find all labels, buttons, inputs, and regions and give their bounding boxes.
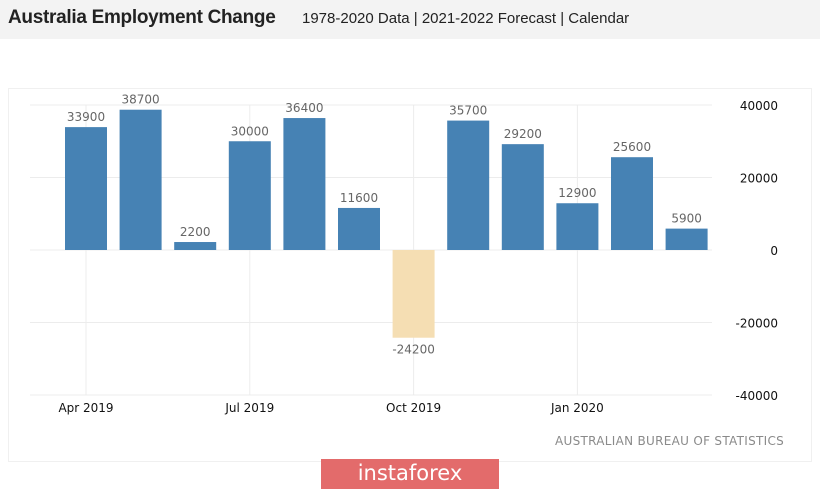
data-label: 29200 xyxy=(504,127,542,141)
data-label: 2200 xyxy=(180,225,211,239)
data-label: -24200 xyxy=(392,343,435,357)
bar xyxy=(338,207,380,250)
data-label: 35700 xyxy=(449,104,487,118)
bar xyxy=(665,228,708,250)
bar xyxy=(501,144,544,250)
header-bar: Australia Employment Change 1978-2020 Da… xyxy=(0,0,820,39)
x-tick-label: Apr 2019 xyxy=(58,401,113,415)
data-label: 11600 xyxy=(340,191,378,205)
chart-source: AUSTRALIAN BUREAU OF STATISTICS xyxy=(555,434,785,448)
bar xyxy=(65,127,107,250)
y-tick-label: -20000 xyxy=(735,317,778,331)
y-tick-label: -40000 xyxy=(735,389,778,403)
y-tick-label: 20000 xyxy=(740,172,778,186)
data-label: 25600 xyxy=(613,140,651,154)
x-tick-label: Jan 2020 xyxy=(550,401,604,415)
y-tick-label: 40000 xyxy=(740,99,778,113)
page-title: Australia Employment Change xyxy=(8,7,276,28)
bar xyxy=(447,120,490,251)
y-tick-label: 0 xyxy=(770,244,778,258)
bar xyxy=(392,250,435,338)
x-tick-label: Jul 2019 xyxy=(224,401,274,415)
instaforex-watermark: instaforex xyxy=(321,459,499,489)
data-label: 12900 xyxy=(558,186,596,200)
data-label: 33900 xyxy=(67,110,105,124)
bar xyxy=(228,141,271,250)
data-label: 5900 xyxy=(671,212,702,226)
page-subtitle-links[interactable]: 1978-2020 Data | 2021-2022 Forecast | Ca… xyxy=(302,10,630,27)
bar xyxy=(283,118,326,250)
bar xyxy=(611,157,653,250)
bar xyxy=(119,109,162,251)
data-label: 38700 xyxy=(122,93,160,107)
data-label: 36400 xyxy=(285,101,323,115)
data-label: 30000 xyxy=(231,124,269,138)
bar xyxy=(556,203,599,250)
x-tick-label: Oct 2019 xyxy=(386,401,441,415)
bar xyxy=(174,242,217,250)
